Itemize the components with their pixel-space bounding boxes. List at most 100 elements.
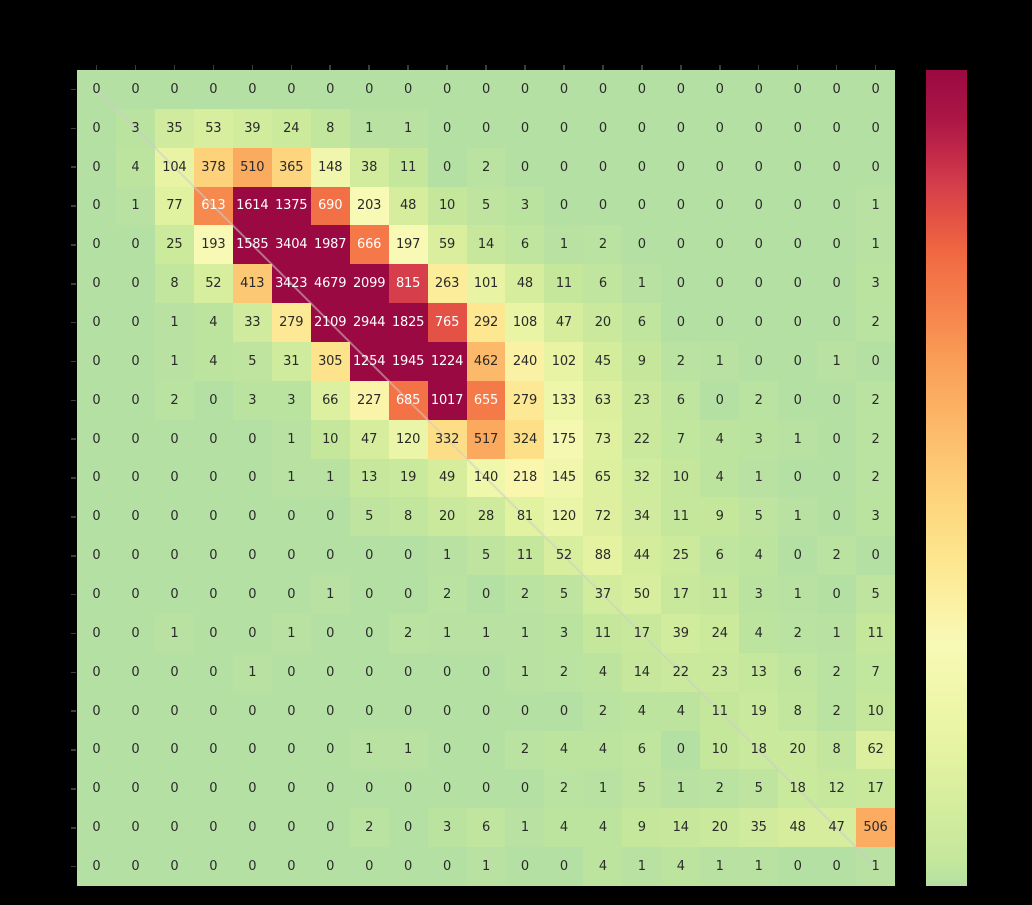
heatmap-cell: 0 [427, 147, 467, 187]
x-tick-mark [563, 65, 565, 70]
heatmap-cell: 0 [544, 691, 584, 731]
cell-value: 65 [594, 470, 611, 486]
heatmap-cell: 0 [154, 419, 194, 459]
cell-value: 20 [711, 820, 728, 836]
cell-value: 1254 [352, 353, 386, 369]
cell-value: 0 [481, 120, 491, 136]
cell-value: 28 [477, 509, 495, 525]
cell-value: 0 [131, 81, 140, 97]
heatmap-cell: 0 [700, 303, 740, 342]
heatmap-cell: 3404 [271, 225, 311, 265]
heatmap-cell: 18 [739, 730, 779, 770]
heatmap-cell: 0 [77, 303, 116, 342]
cell-value: 4 [715, 431, 724, 447]
cell-value: 0 [131, 664, 140, 680]
cell-value: 0 [832, 587, 841, 603]
cell-value: 1585 [236, 237, 269, 253]
heatmap-cell: 10 [700, 730, 740, 770]
cell-value: 9 [715, 509, 724, 525]
cell-value: 1 [326, 587, 335, 603]
cell-value: 0 [520, 859, 529, 875]
heatmap-cell: 0 [77, 380, 116, 420]
heatmap-cell: 4 [700, 419, 740, 459]
cell-value: 4 [559, 742, 568, 758]
heatmap-cell: 7 [661, 419, 701, 459]
y-tick-mark [71, 593, 76, 596]
heatmap-cell: 0 [193, 691, 233, 731]
cell-value: 0 [248, 625, 257, 641]
cell-value: 0 [793, 198, 802, 214]
cell-value: 0 [793, 81, 802, 97]
cell-value: 2 [871, 392, 880, 408]
heatmap-cell: 1 [817, 342, 857, 381]
cell-value: 10 [438, 198, 456, 214]
heatmap-cell: 0 [77, 264, 116, 304]
cell-value: 59 [438, 237, 456, 253]
x-tick-mark [407, 65, 409, 70]
cell-value: 0 [131, 237, 140, 253]
cell-value: 1 [637, 859, 646, 875]
cell-value: 2099 [352, 276, 386, 292]
cell-value: 5 [754, 781, 763, 797]
cell-value: 0 [676, 159, 685, 175]
cell-value: 0 [871, 353, 880, 369]
cell-value: 0 [793, 353, 802, 369]
heatmap-cell: 4 [739, 614, 779, 653]
cell-value: 815 [395, 276, 421, 292]
cell-value: 66 [322, 392, 339, 408]
heatmap-cell: 5 [739, 497, 779, 537]
heatmap-cell: 11 [388, 147, 428, 187]
heatmap-cell: 0 [154, 847, 194, 886]
cell-value: 11 [711, 587, 728, 603]
cell-value: 0 [676, 81, 685, 97]
cell-value: 3 [131, 120, 140, 136]
cell-value: 0 [209, 81, 218, 97]
heatmap-cell: 2 [154, 380, 194, 420]
cell-value: 332 [434, 431, 460, 447]
cell-value: 1 [287, 625, 296, 641]
cell-value: 4 [598, 742, 607, 758]
cell-value: 4 [598, 859, 607, 875]
cell-value: 7 [676, 431, 685, 447]
cell-value: 0 [520, 703, 529, 719]
cell-value: 0 [131, 625, 140, 641]
y-tick-mark [71, 632, 76, 635]
heatmap-cell: 24 [271, 108, 311, 148]
heatmap-cell: 0 [115, 614, 155, 653]
cell-value: 2 [754, 392, 763, 408]
cell-value: 1945 [391, 353, 425, 369]
cell-value: 19 [750, 703, 767, 719]
heatmap-cell: 3 [739, 575, 779, 614]
cell-value: 3 [871, 276, 880, 292]
cell-value: 0 [209, 509, 218, 525]
cell-value: 1 [559, 237, 568, 253]
y-tick-mark [71, 244, 76, 246]
cell-value: 0 [404, 664, 413, 680]
heatmap-cell: 0 [544, 108, 584, 148]
cell-value: 0 [131, 548, 140, 564]
cell-value: 0 [832, 198, 841, 214]
heatmap-cell: 7 [856, 652, 895, 692]
cell-value: 1 [287, 470, 296, 486]
heatmap-cell: 0 [505, 108, 545, 148]
cell-value: 44 [633, 548, 650, 564]
cell-value: 0 [131, 276, 140, 292]
cell-value: 305 [318, 353, 343, 369]
heatmap-cell: 0 [115, 342, 155, 381]
heatmap-cell: 8 [310, 108, 350, 148]
heatmap-cell: 28 [466, 497, 506, 537]
heatmap-cell: 6 [700, 536, 740, 576]
heatmap-cell: 50 [622, 575, 662, 614]
x-tick-mark [329, 65, 331, 70]
cell-value: 2 [793, 625, 802, 641]
cell-value: 1 [520, 625, 529, 641]
cell-value: 3 [443, 820, 452, 836]
cell-value: 0 [131, 431, 140, 447]
cell-value: 72 [594, 509, 611, 525]
heatmap-cell: 0 [77, 108, 116, 148]
cell-value: 12 [828, 781, 845, 797]
heatmap-cell: 0 [622, 70, 662, 109]
heatmap-cell: 1 [739, 458, 779, 498]
cell-value: 175 [551, 431, 576, 447]
cell-value: 2 [559, 781, 568, 797]
